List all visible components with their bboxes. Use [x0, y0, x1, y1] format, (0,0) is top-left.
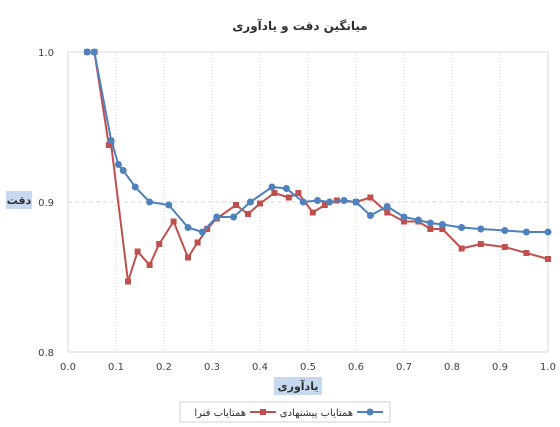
data-point-proposed [314, 197, 322, 204]
y-tick-label: 0.9 [38, 198, 54, 209]
data-point-fenra [545, 256, 551, 262]
y-axis-title: دقت [6, 191, 32, 209]
data-point-proposed [383, 203, 391, 210]
x-tick-label: 0.5 [300, 362, 316, 373]
x-axis-title-text: یادآوری [278, 379, 319, 393]
chart-title: میانگین دقت و یادآوری [232, 18, 367, 34]
data-point-proposed [477, 225, 485, 233]
y-axis-title-text: دقت [7, 194, 32, 207]
legend-label-proposed: همتایاب پیشنهادی [280, 408, 353, 419]
data-point-proposed [400, 213, 408, 221]
x-tick-label: 0.2 [156, 362, 172, 373]
data-point-fenra [309, 209, 316, 216]
data-point-fenra [204, 226, 211, 232]
data-point-proposed [366, 212, 374, 219]
data-point-fenra [271, 190, 278, 196]
data-point-fenra [108, 142, 115, 148]
x-tick-label: 0.7 [396, 362, 412, 373]
x-axis-title-box [274, 377, 322, 395]
legend-entry-fenra: همتایاب فنرا [194, 408, 276, 419]
data-point-fenra [146, 262, 153, 268]
plot-area-frame [67, 51, 549, 353]
data-point-proposed [114, 161, 122, 168]
data-point-proposed [299, 198, 307, 206]
data-point-proposed [282, 185, 290, 192]
legend-entry-proposed: همتایاب پیشنهادی [280, 408, 383, 419]
y-tick-labels: 0.8 0.9 1.0 [38, 48, 54, 359]
data-point-proposed [246, 198, 254, 206]
data-point-proposed [83, 48, 91, 56]
legend-marker-fenra [260, 409, 266, 415]
x-tick-label: 0.6 [348, 362, 364, 373]
data-point-fenra [233, 202, 239, 208]
data-point-proposed [522, 228, 530, 236]
data-point-fenra [194, 239, 201, 246]
series-proposed [83, 48, 552, 236]
x-tick-label: 0.4 [252, 362, 268, 373]
data-point-fenra [134, 248, 141, 255]
data-point-fenra [125, 278, 131, 285]
data-point-fenra [427, 226, 434, 232]
data-point-fenra [401, 218, 407, 225]
data-point-proposed [165, 201, 173, 209]
series-layer [83, 48, 552, 285]
y-tick-label: 1.0 [38, 48, 54, 59]
data-point-proposed [352, 198, 360, 206]
data-point-fenra [384, 209, 391, 216]
x-tick-label: 0.0 [60, 362, 76, 373]
x-tick-label: 0.9 [492, 362, 508, 373]
data-point-proposed [501, 227, 509, 234]
data-point-proposed [90, 48, 98, 56]
x-tick-label: 0.8 [444, 362, 460, 373]
data-point-proposed [146, 198, 154, 206]
x-tick-label: 0.3 [204, 362, 220, 373]
x-axis-title: یادآوری [274, 377, 322, 395]
data-point-proposed [326, 198, 334, 206]
data-point-fenra [295, 190, 302, 196]
data-point-proposed [119, 167, 127, 174]
data-point-proposed [198, 228, 206, 236]
data-point-proposed [544, 228, 552, 236]
data-point-proposed [230, 213, 238, 221]
data-point-proposed [458, 224, 466, 231]
data-point-fenra [321, 202, 328, 208]
data-point-fenra [523, 250, 530, 256]
data-point-fenra [245, 211, 251, 217]
y-axis-title-box [6, 191, 32, 209]
data-point-proposed [340, 197, 348, 204]
series-line-fenra [87, 51, 549, 283]
data-point-proposed [268, 183, 276, 191]
data-point-fenra [477, 241, 484, 247]
data-point-proposed [107, 137, 115, 144]
legend-frame [179, 401, 391, 423]
data-point-fenra [257, 200, 263, 207]
x-tick-label: 0.1 [108, 362, 124, 373]
legend-label-fenra: همتایاب فنرا [194, 408, 246, 419]
data-point-proposed [184, 224, 192, 231]
data-point-proposed [213, 213, 221, 221]
data-point-fenra [458, 245, 465, 252]
y-tick-label: 0.8 [38, 348, 54, 359]
legend-marker-proposed [366, 408, 374, 416]
data-point-fenra [367, 194, 374, 201]
data-point-proposed [414, 216, 422, 224]
data-point-fenra [185, 254, 191, 261]
data-point-fenra [170, 218, 177, 225]
data-point-proposed [131, 183, 139, 191]
data-point-fenra [501, 244, 508, 250]
x-tick-labels: 0.0 0.1 0.2 0.3 0.4 0.5 0.6 0.7 0.8 0.9 1.0 [60, 362, 556, 373]
data-point-fenra [156, 241, 163, 247]
data-point-fenra [285, 194, 292, 201]
x-tick-label: 1.0 [540, 362, 556, 373]
data-point-proposed [438, 221, 446, 228]
data-point-fenra [439, 226, 446, 232]
legend: همتایاب پیشنهادی همتایاب فنرا [179, 401, 391, 423]
data-point-proposed [426, 219, 434, 227]
